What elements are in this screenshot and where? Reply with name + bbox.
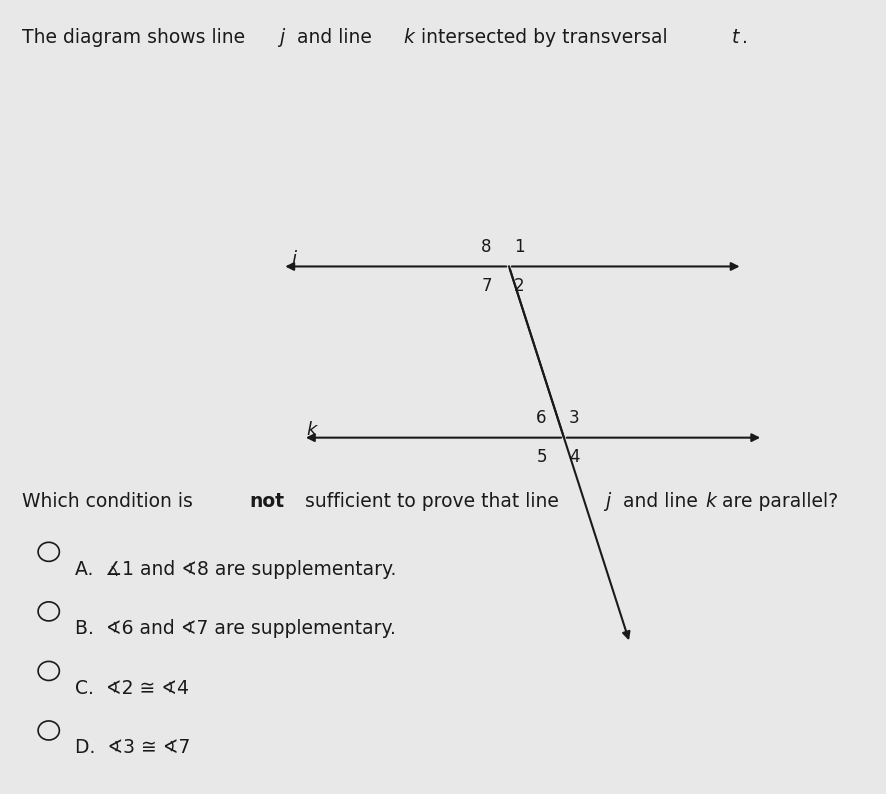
Text: 7: 7: [481, 277, 492, 295]
Text: D.  ∢3 ≅ ∢7: D. ∢3 ≅ ∢7: [75, 738, 190, 757]
Text: 1: 1: [514, 237, 525, 256]
Text: The diagram shows line: The diagram shows line: [22, 28, 252, 47]
Text: are parallel?: are parallel?: [716, 492, 838, 511]
Text: and line: and line: [617, 492, 703, 511]
Text: 4: 4: [569, 449, 579, 466]
Text: j: j: [291, 250, 296, 268]
Text: 8: 8: [481, 237, 492, 256]
Text: 3: 3: [569, 409, 579, 427]
Text: B.  ∢6 and ∢7 are supplementary.: B. ∢6 and ∢7 are supplementary.: [75, 619, 396, 638]
Text: A.  ∡1 and ∢8 are supplementary.: A. ∡1 and ∢8 are supplementary.: [75, 560, 397, 579]
Text: k: k: [307, 422, 317, 439]
Text: j: j: [605, 492, 610, 511]
Text: C.  ∢2 ≅ ∢4: C. ∢2 ≅ ∢4: [75, 679, 190, 698]
Text: t: t: [732, 28, 739, 47]
Text: k: k: [705, 492, 716, 511]
Text: not: not: [250, 492, 285, 511]
Text: 6: 6: [536, 409, 547, 427]
Text: sufficient to prove that line: sufficient to prove that line: [299, 492, 565, 511]
Text: Which condition is: Which condition is: [22, 492, 199, 511]
Text: .: .: [742, 28, 749, 47]
Text: 5: 5: [536, 449, 547, 466]
Text: k: k: [403, 28, 414, 47]
Text: intersected by transversal: intersected by transversal: [415, 28, 673, 47]
Text: and line: and line: [291, 28, 377, 47]
Text: j: j: [279, 28, 284, 47]
Text: 2: 2: [514, 277, 525, 295]
